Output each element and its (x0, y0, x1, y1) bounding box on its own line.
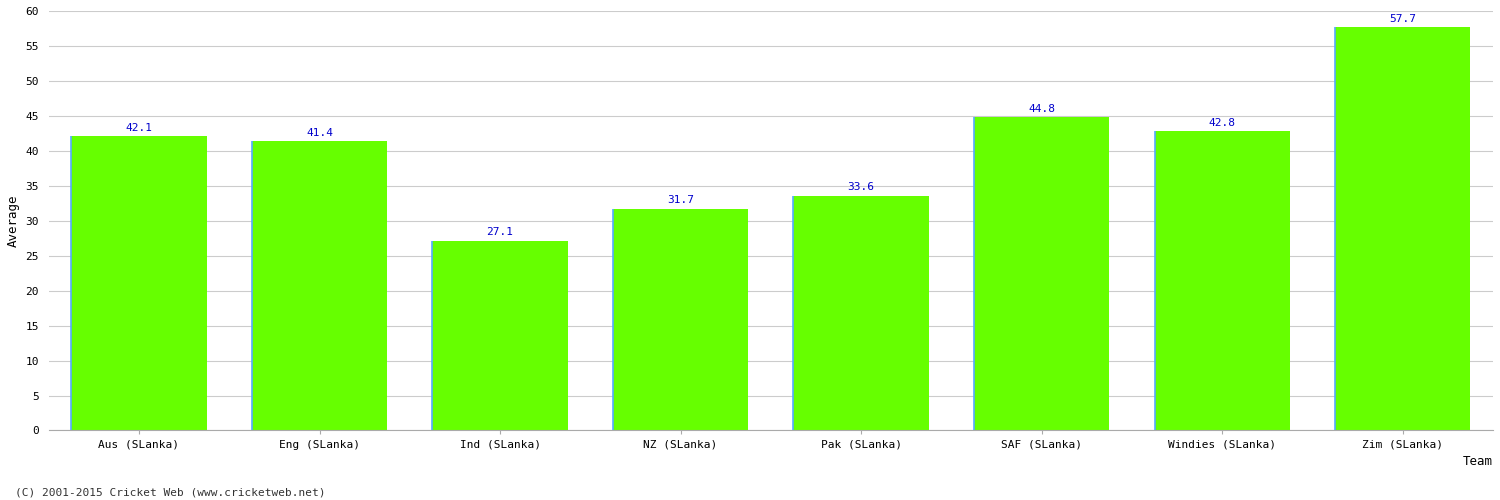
Text: 42.8: 42.8 (1209, 118, 1236, 128)
Text: 42.1: 42.1 (126, 122, 153, 132)
Bar (614, 209, 748, 430)
Bar (252, 141, 387, 430)
X-axis label: Team: Team (1462, 455, 1492, 468)
Bar (72, 136, 207, 430)
Bar (432, 241, 568, 430)
Bar (974, 117, 1110, 430)
Text: (C) 2001-2015 Cricket Web (www.cricketweb.net): (C) 2001-2015 Cricket Web (www.cricketwe… (15, 488, 326, 498)
Text: 41.4: 41.4 (306, 128, 333, 138)
Bar (794, 196, 928, 430)
Y-axis label: Average: Average (8, 194, 20, 247)
Text: 44.8: 44.8 (1028, 104, 1054, 114)
Text: 27.1: 27.1 (486, 228, 513, 237)
Bar (1335, 27, 1470, 430)
Text: 33.6: 33.6 (847, 182, 874, 192)
Bar (1155, 131, 1290, 430)
Text: 31.7: 31.7 (668, 196, 694, 205)
Text: 57.7: 57.7 (1389, 14, 1416, 24)
